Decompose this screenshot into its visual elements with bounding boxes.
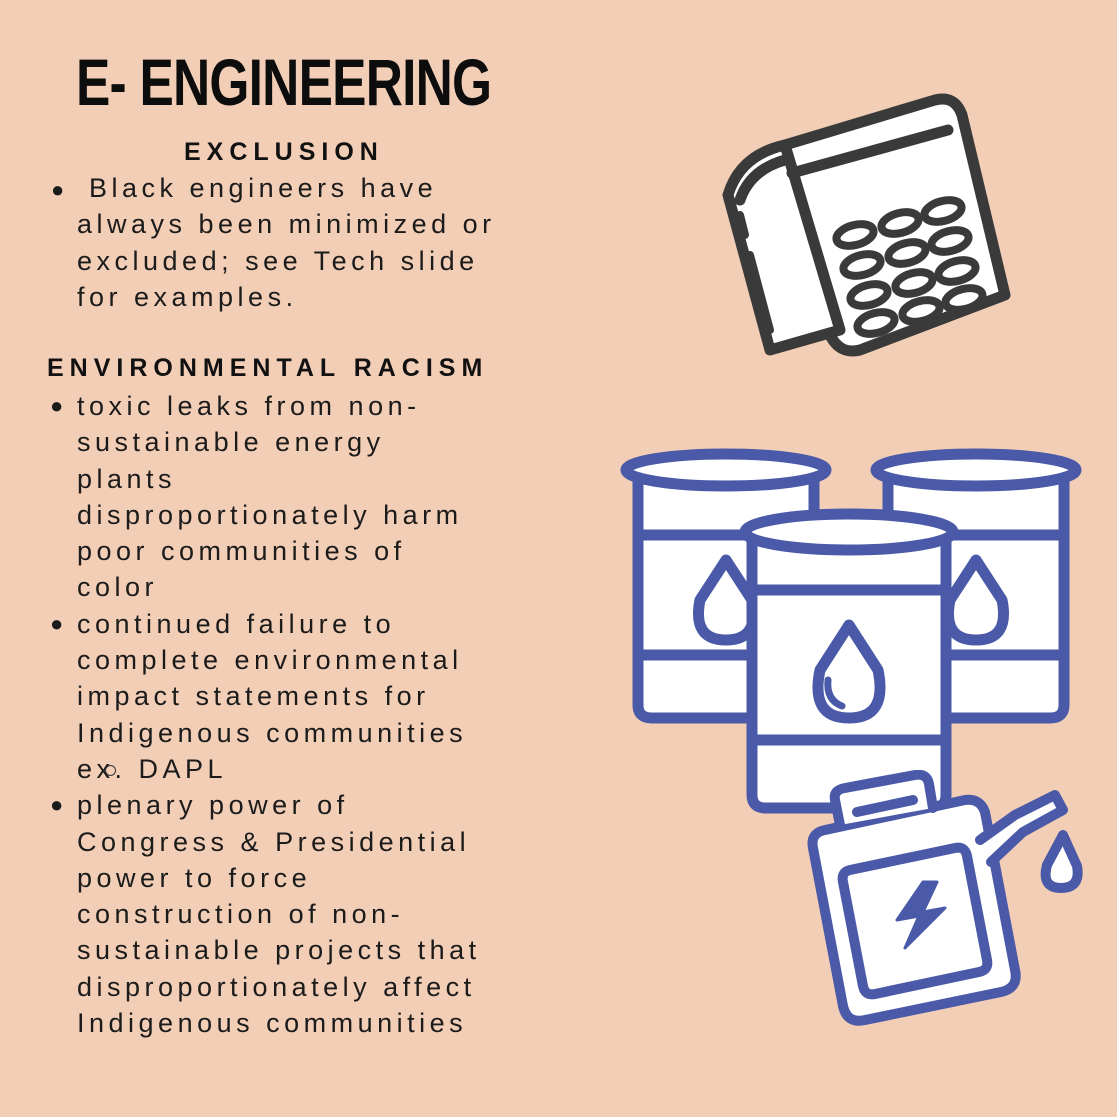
item-line: Congress & Presidential [77,826,471,857]
page-title: E- ENGINEERING [76,45,492,119]
item-line: Black engineers have [89,173,438,203]
hollow-bullet-icon [105,764,116,776]
bullet-icon: ● [51,177,69,202]
item-line: disproportionately affect [77,971,476,1002]
list-item: ● toxic leaks from non- sustainable ener… [50,388,577,606]
bullet-icon: ● [50,610,68,636]
calculator-icon [722,93,1011,357]
fuel-canister-icon [807,770,1083,1026]
item-line: color [77,572,159,603]
item-line: power to force [77,862,312,893]
item-line: Indigenous communities [77,1008,468,1039]
item-line: ex. DAPL [77,753,228,784]
exclusion-list: ● Black engineers have always been minim… [51,170,597,315]
list-item: ● Black engineers have always been minim… [51,170,597,315]
item-line: complete environmental [77,645,463,676]
item-line: disproportionately harm [77,499,463,530]
item-line: impact statements for [77,681,430,712]
environmental-racism-list: ● toxic leaks from non- sustainable ener… [50,388,577,1041]
item-line: sustainable projects that [77,935,481,966]
bullet-icon: ● [50,792,68,818]
oil-barrels-icon [620,448,1082,814]
bullet-icon: ● [50,393,68,418]
item-line: sustainable energy [77,427,385,458]
item-line: for examples. [77,281,298,312]
list-item: ● continued failure to complete environm… [50,606,577,751]
item-line: plants [77,463,177,494]
item-line: poor communities of [77,536,406,567]
list-item: ● plenary power of Congress & Presidenti… [50,787,577,1041]
item-line: always been minimized or [77,209,496,240]
item-line: plenary power of [77,790,349,821]
item-line: Indigenous communities [77,717,468,748]
environmental-racism-heading: ENVIRONMENTAL RACISM [47,354,489,382]
item-line: construction of non- [77,899,405,930]
exclusion-heading: EXCLUSION [184,138,384,166]
item-line: toxic leaks from non- [77,391,421,421]
item-line: continued failure to [77,608,396,639]
sub-list-item: ex. DAPL [77,751,577,787]
item-line: excluded; see Tech slide [77,245,479,276]
